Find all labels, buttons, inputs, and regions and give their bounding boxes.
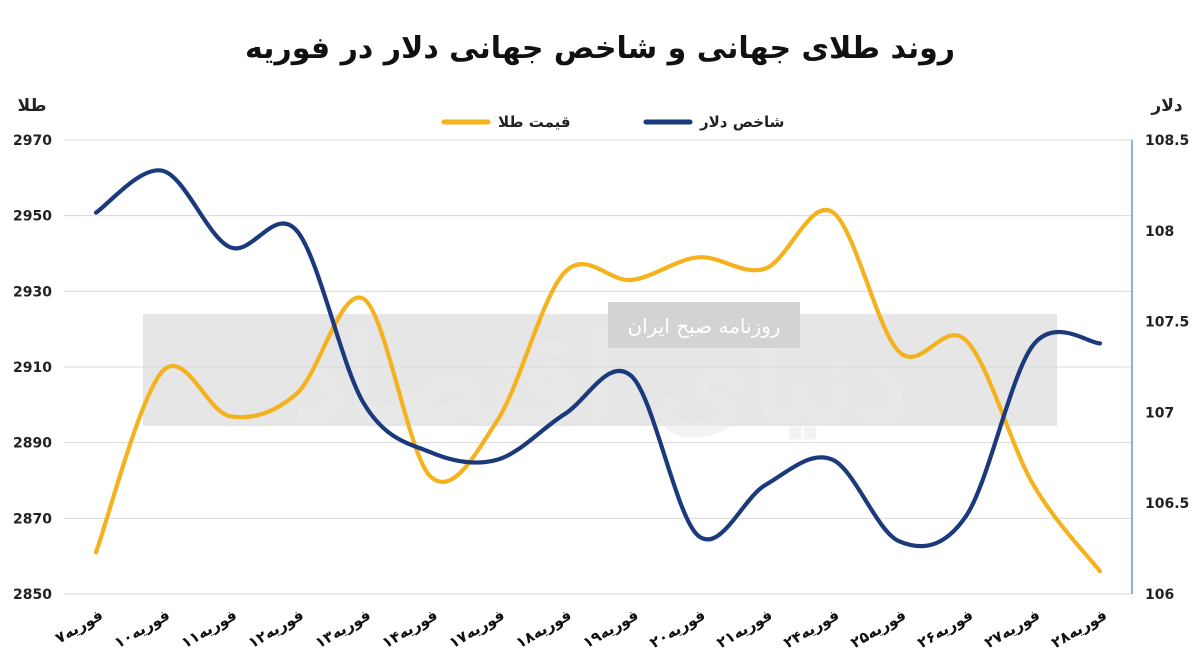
series-line-gold: [93, 207, 1103, 574]
y-left-tick-label: 2890: [13, 436, 52, 452]
y-right-tick-label: 106.5: [1145, 496, 1189, 512]
x-tick-label: ۲۶فوریه: [914, 606, 976, 652]
legend: شاخص دلار قیمت طلا: [441, 113, 784, 131]
y-right-tick-label: 107: [1145, 405, 1174, 421]
x-tick-label: ۱۲فوریه: [245, 606, 307, 652]
x-tick-label: ۱۷فوریه: [446, 606, 508, 652]
series-line-dollar: [93, 168, 1103, 549]
series-lines: [93, 168, 1103, 574]
y-left-tick-label: 2870: [13, 511, 52, 527]
x-tick-label: ۲۱فوریه: [714, 606, 776, 652]
y-right-tick-label: 108.5: [1145, 133, 1189, 149]
watermark: دنیای اقتصاد روزنامه صبح ایران: [143, 302, 1057, 449]
y-right-tick-label: 106: [1145, 587, 1174, 603]
x-tick-label: ۱۴فوریه: [379, 606, 441, 652]
legend-label-dollar: شاخص دلار: [699, 113, 784, 131]
chart-title: روند طلای جهانی و شاخص جهانی دلار در فور…: [245, 31, 955, 66]
y-right-tick-label: 107.5: [1145, 315, 1189, 331]
y-left-axis-label: طلا: [18, 96, 47, 116]
y-left-tick-label: 2850: [13, 587, 52, 603]
y-right-tick-label: 108: [1145, 224, 1174, 240]
x-tick-label: ۱۱فوریه: [178, 606, 240, 652]
y-left-ticks: 2970 2950 2930 2910 2890 2870 2850: [13, 133, 52, 603]
y-right-axis-label: دلار: [1150, 96, 1182, 116]
y-left-tick-label: 2950: [13, 209, 52, 225]
watermark-text: روزنامه صبح ایران: [627, 314, 780, 338]
y-right-ticks: 108.5 108 107.5 107 106.5 106: [1145, 133, 1189, 603]
x-tick-label: ۲۰فوریه: [647, 606, 709, 652]
x-tick-label: ۱۸فوریه: [513, 606, 575, 652]
x-ticks: ۷فوریه ۱۰فوریه ۱۱فوریه ۱۲فوریه ۱۳فوریه ۱۴فوری…: [52, 606, 1110, 652]
gridlines: [64, 139, 1133, 595]
x-tick-label: ۱۹فوریه: [580, 606, 642, 652]
y-left-tick-label: 2910: [13, 360, 52, 376]
x-tick-label: ۲۵فوریه: [847, 606, 909, 652]
y-left-tick-label: 2930: [13, 284, 52, 300]
y-left-tick-label: 2970: [13, 133, 52, 149]
x-tick-label: ۱۳فوریه: [312, 606, 374, 652]
x-tick-label: ۱۰فوریه: [111, 606, 173, 652]
legend-label-gold: قیمت طلا: [498, 113, 571, 131]
x-tick-label: ۲۷فوریه: [981, 606, 1043, 652]
x-tick-label: ۲۸فوریه: [1048, 606, 1110, 652]
x-tick-label: ۷فوریه: [52, 606, 106, 647]
x-tick-label: ۲۴فوریه: [781, 606, 843, 652]
